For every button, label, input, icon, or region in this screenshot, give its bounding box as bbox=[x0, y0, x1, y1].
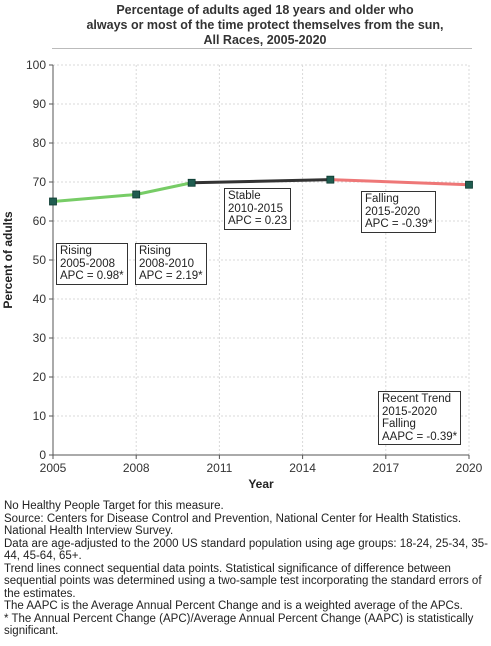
y-tick-label: 40 bbox=[33, 292, 47, 306]
y-tick-label: 100 bbox=[26, 58, 46, 72]
annotation-line: Falling bbox=[365, 193, 399, 205]
annotation-line: APC = 2.19* bbox=[139, 270, 203, 282]
chart-title: Percentage of adults aged 18 years and o… bbox=[40, 3, 490, 48]
y-tick-label: 50 bbox=[33, 253, 47, 267]
y-tick-label: 80 bbox=[33, 136, 47, 150]
y-tick-label: 70 bbox=[33, 175, 47, 189]
annotation-rising-2008-2010: Rising 2008-2010 APC = 2.19* bbox=[135, 243, 207, 285]
annotation-line: APC = 0.98* bbox=[60, 270, 124, 282]
data-point bbox=[187, 178, 196, 187]
footnotes: No Healthy People Target for this measur… bbox=[4, 500, 490, 638]
y-tick-label: 10 bbox=[33, 409, 47, 423]
annotation-line: Stable bbox=[228, 190, 261, 202]
y-tick-label: 30 bbox=[33, 331, 47, 345]
footnote: No Healthy People Target for this measur… bbox=[4, 500, 224, 512]
y-tick-label: 90 bbox=[33, 97, 47, 111]
annotation-line: Recent Trend bbox=[382, 393, 452, 405]
annotation-stable-2010-2015: Stable 2010-2015 APC = 0.23 bbox=[224, 188, 292, 230]
annotation-line: 2015-2020 bbox=[365, 205, 420, 218]
footnote: The AAPC is the Average Annual Percent C… bbox=[4, 600, 463, 612]
title-divider bbox=[52, 48, 472, 49]
trend-segment bbox=[134, 181, 194, 196]
annotation-falling-2015-2020: Falling 2015-2020 APC = -0.39* bbox=[361, 191, 437, 233]
x-tick-label: 2011 bbox=[206, 461, 232, 475]
data-point bbox=[465, 180, 473, 189]
data-point bbox=[132, 190, 141, 199]
y-tick-label: 20 bbox=[33, 370, 47, 384]
y-tick-label: 0 bbox=[39, 448, 46, 462]
footnote: Data are age-adjusted to the 2000 US sta… bbox=[4, 537, 488, 563]
annotation-line: Rising bbox=[139, 245, 171, 257]
x-tick-label: 2020 bbox=[456, 461, 483, 475]
annotation-line: Falling bbox=[382, 418, 416, 430]
x-tick-label: 2008 bbox=[123, 461, 150, 475]
annotation-line: 2005-2008 bbox=[60, 257, 115, 270]
x-tick-label: 2017 bbox=[372, 461, 399, 475]
data-point bbox=[326, 175, 335, 184]
annotation-line: APC = -0.39* bbox=[365, 218, 433, 230]
footnote: * The Annual Percent Change (APC)/Averag… bbox=[4, 612, 474, 638]
trend-segment bbox=[51, 192, 138, 203]
footnote: Trend lines connect sequential data poin… bbox=[4, 562, 482, 600]
data-point bbox=[49, 197, 57, 206]
y-tick-label: 60 bbox=[33, 214, 47, 228]
annotation-line: 2015-2020 bbox=[382, 405, 437, 418]
chart-title-line-1: Percentage of adults aged 18 years and o… bbox=[116, 3, 414, 17]
annotation-line: APC = 0.23 bbox=[228, 215, 288, 227]
trend-segment bbox=[190, 178, 332, 185]
trend-segment bbox=[328, 178, 471, 187]
chart-title-line-2: always or most of the time protect thems… bbox=[86, 18, 444, 32]
annotation-line: 2008-2010 bbox=[139, 257, 194, 270]
x-tick-label: 2014 bbox=[289, 461, 316, 475]
x-axis-title: Year bbox=[248, 477, 274, 491]
x-tick-label: 2005 bbox=[40, 461, 67, 475]
footnote: Source: Centers for Disease Control and … bbox=[4, 512, 462, 538]
chart-title-line-3: All Races, 2005-2020 bbox=[203, 33, 327, 47]
annotation-line: 2010-2015 bbox=[228, 202, 283, 215]
annotation-line: AAPC = -0.39* bbox=[382, 430, 458, 443]
annotation-recent-trend: Recent Trend 2015-2020 Falling AAPC = -0… bbox=[378, 391, 462, 445]
annotation-line: Rising bbox=[60, 245, 92, 257]
y-axis-title: Percent of adults bbox=[1, 211, 15, 309]
annotation-rising-2005-2008: Rising 2005-2008 APC = 0.98* bbox=[56, 243, 128, 285]
